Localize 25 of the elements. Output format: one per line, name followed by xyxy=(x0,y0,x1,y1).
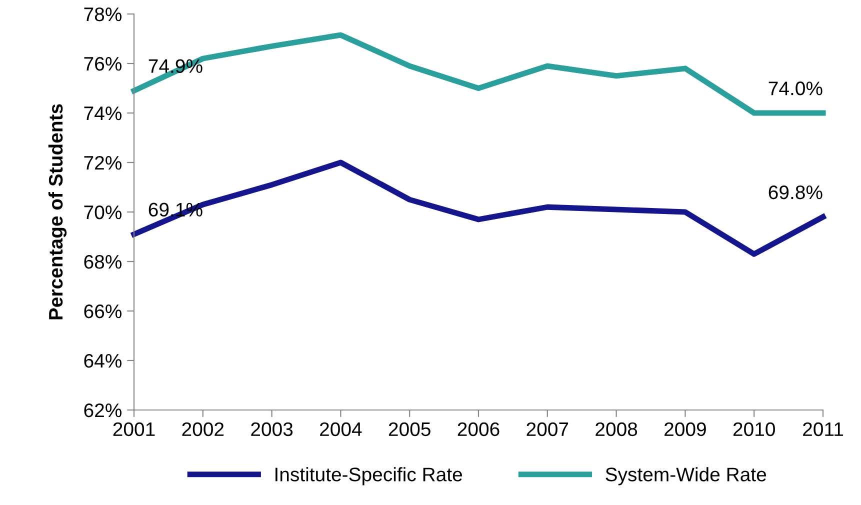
y-tick-label: 68% xyxy=(84,254,122,269)
x-tick-label: 2009 xyxy=(664,422,706,436)
x-tick-label: 2010 xyxy=(733,422,775,436)
y-tick-label: 72% xyxy=(84,156,122,170)
x-tick-label: 2003 xyxy=(251,422,293,436)
x-tick-label: 2002 xyxy=(182,422,224,436)
x-tick-label: 2005 xyxy=(388,422,430,436)
y-tick-label: 62% xyxy=(84,403,122,418)
y-tick-label: 78% xyxy=(84,7,122,22)
y-tick-label: 74% xyxy=(84,106,122,120)
y-tick-label: 66% xyxy=(84,304,122,318)
x-tick-label: 2006 xyxy=(458,422,500,436)
legend-label: System-Wide Rate xyxy=(606,467,766,486)
y-tick-label: 70% xyxy=(84,205,122,220)
y-tick-label: 76% xyxy=(84,56,122,71)
y-tick-label: 64% xyxy=(84,354,122,368)
x-tick-label: 2004 xyxy=(320,422,362,436)
x-tick-label: 2011 xyxy=(803,422,843,436)
x-tick-label: 2008 xyxy=(596,422,638,436)
data-label: 69.8% xyxy=(768,185,822,200)
legend-label: Institute-Specific Rate xyxy=(276,467,462,486)
y-axis-title: Percentage of Students xyxy=(48,104,67,320)
data-label: 74.0% xyxy=(768,82,822,96)
x-tick-label: 2001 xyxy=(113,422,155,436)
x-tick-label: 2007 xyxy=(526,422,568,436)
